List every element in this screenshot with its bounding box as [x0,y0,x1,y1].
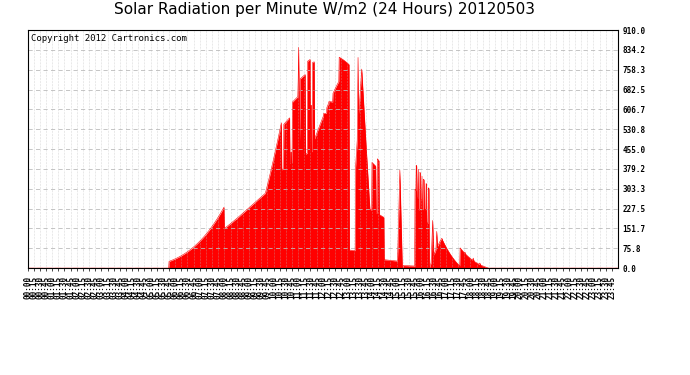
Text: Copyright 2012 Cartronics.com: Copyright 2012 Cartronics.com [30,34,186,43]
Text: Solar Radiation per Minute W/m2 (24 Hours) 20120503: Solar Radiation per Minute W/m2 (24 Hour… [114,2,535,17]
